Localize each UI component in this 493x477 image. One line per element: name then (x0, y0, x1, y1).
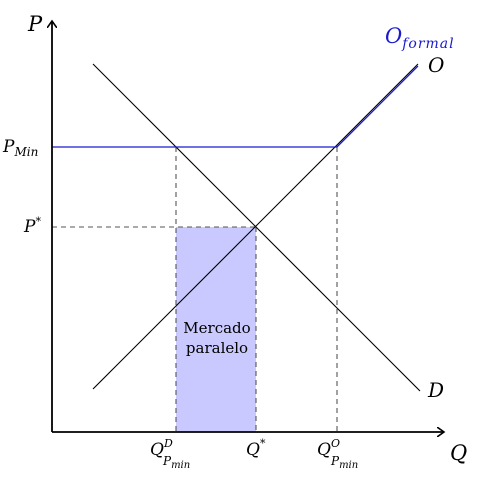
guide-lines (52, 147, 338, 432)
demand-curve (92, 63, 421, 392)
supply-label: O (428, 53, 444, 77)
x-axis-label: Q (450, 441, 467, 465)
q-supply-min-subscript: Pmin (330, 454, 358, 471)
q-star-label: Q* (246, 437, 266, 460)
q-demand-min-subscript: Pmin (162, 454, 190, 471)
y-axis-label: P (27, 12, 43, 36)
q-supply-min-label: QO (317, 437, 340, 460)
parallel-market-label-line1: Mercado (183, 319, 250, 337)
supply-curve (92, 63, 419, 390)
p-star-label: P* (23, 215, 41, 237)
parallel-market-region (176, 227, 256, 432)
parallel-market-label-line2: paralelo (186, 339, 248, 357)
formal-supply-curve (52, 65, 419, 148)
formal-supply-label: Oformal (385, 24, 455, 52)
p-min-label: PMin (2, 137, 38, 159)
demand-label: D (427, 378, 444, 402)
q-demand-min-label: QD (150, 437, 173, 460)
